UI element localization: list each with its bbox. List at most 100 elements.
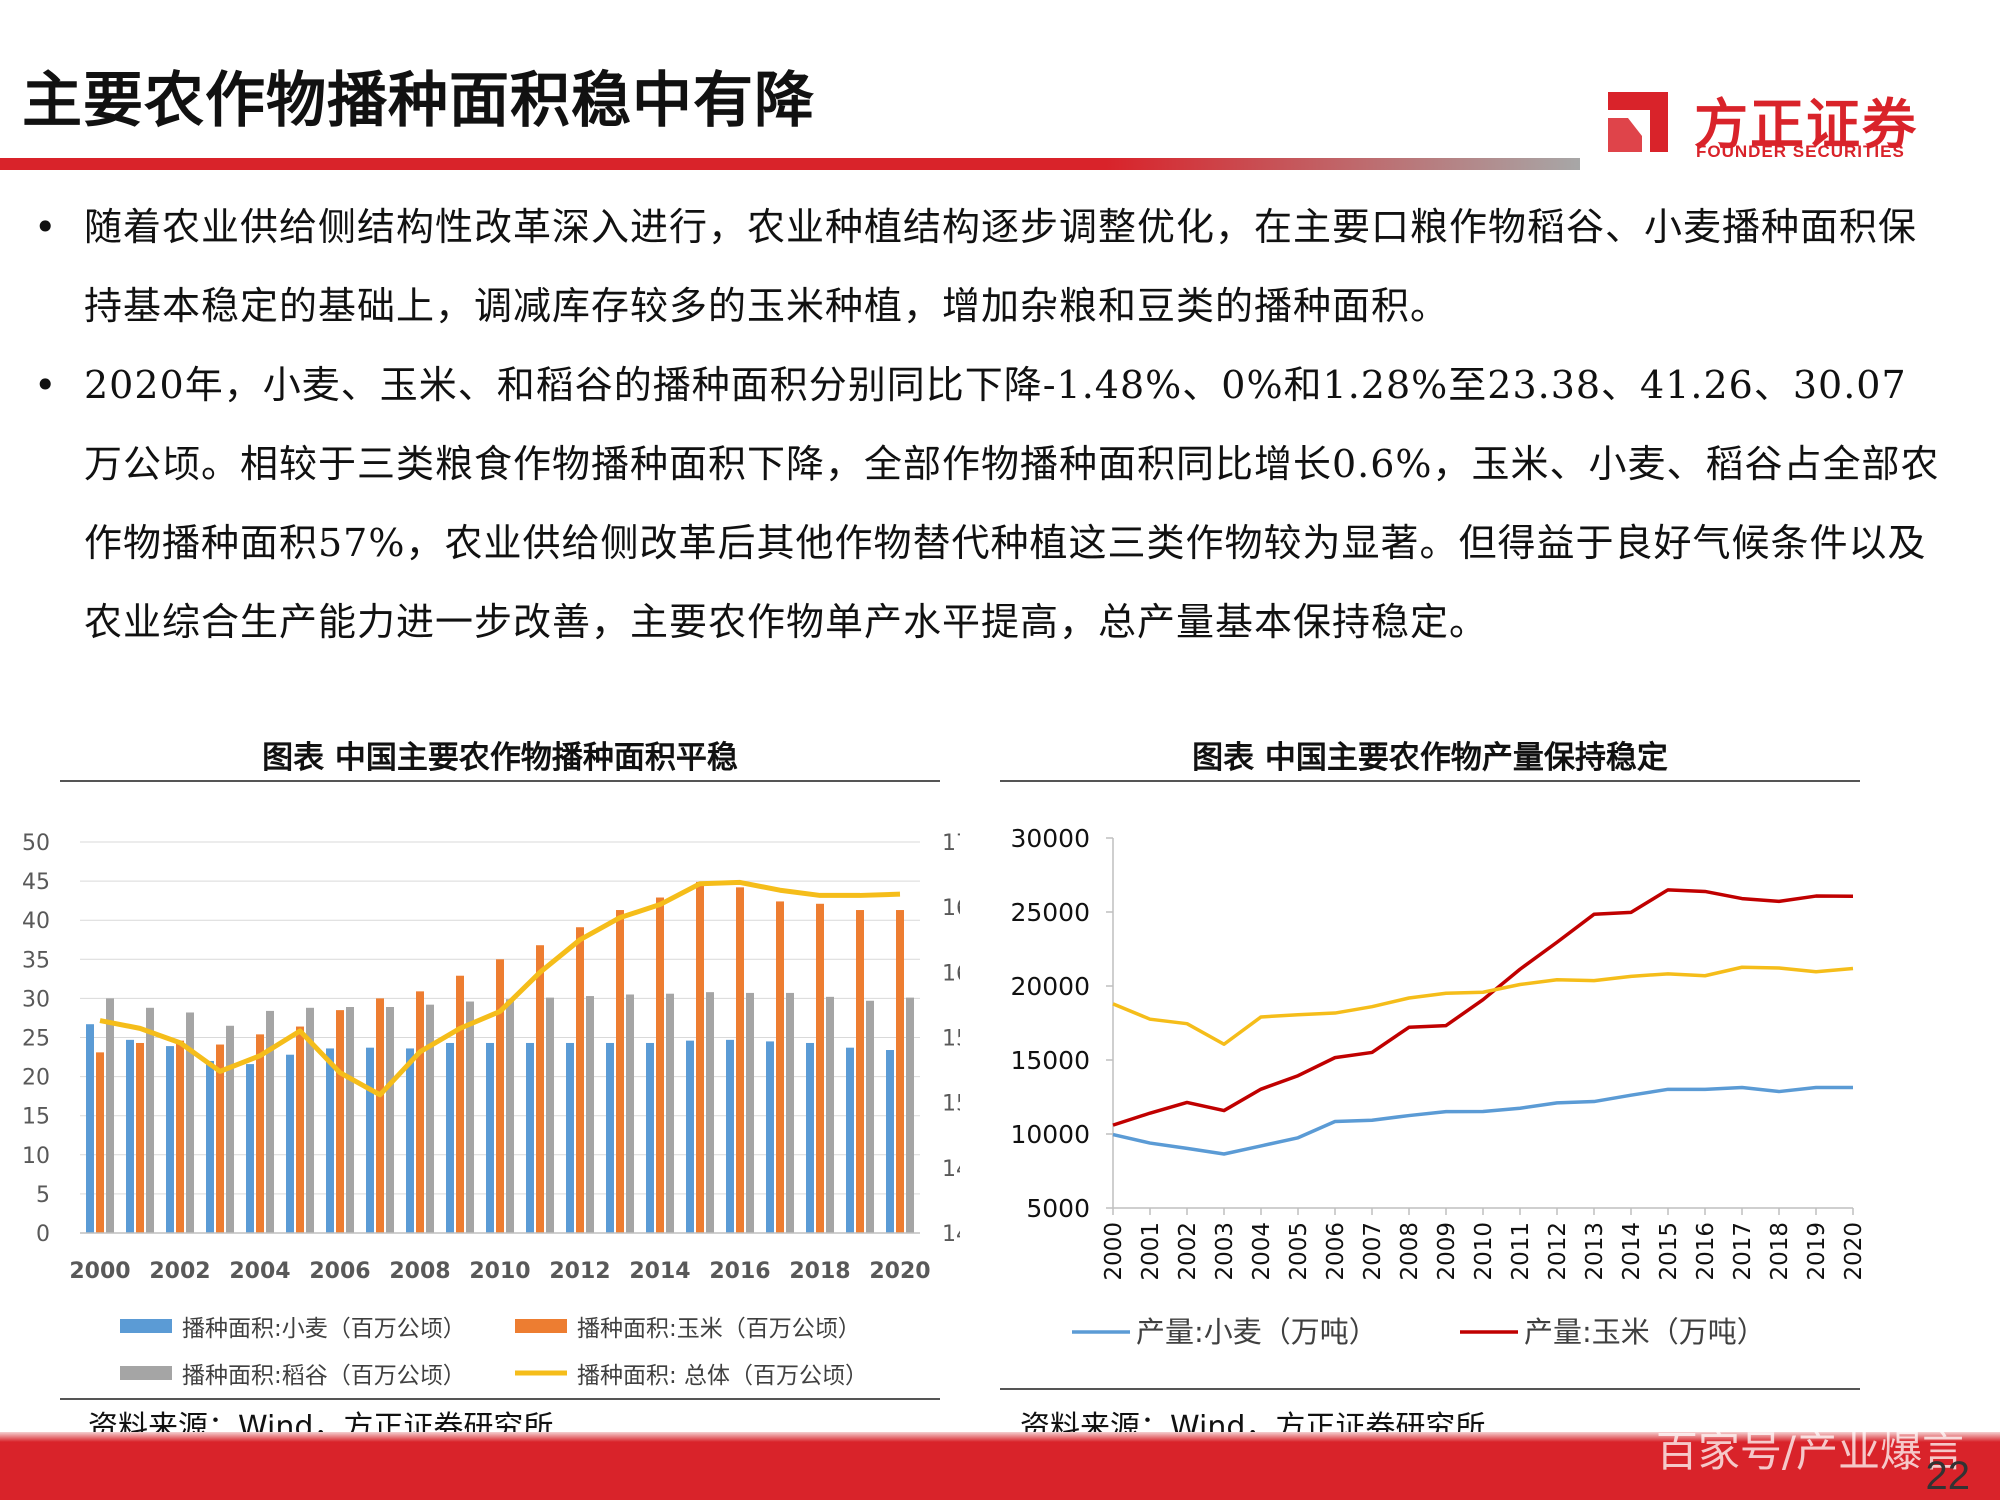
bar-rice: [546, 997, 554, 1233]
series-line-corn: [1112, 888, 1854, 1127]
bar-rice: [586, 996, 594, 1233]
bar-rice: [346, 1007, 354, 1233]
bar-rice: [666, 993, 674, 1233]
bar-rice: [386, 1007, 394, 1233]
bar-rice: [426, 1004, 434, 1233]
bar-wheat: [206, 1060, 214, 1233]
y-tick-label: 0: [36, 1222, 50, 1247]
x-tick-label: 2004: [1249, 1222, 1275, 1281]
y2-tick-label: 150: [942, 1092, 960, 1117]
brand-logo: 方正证券 FOUNDER SECURITIES: [1598, 78, 1928, 168]
y-tick-label: 25: [22, 1027, 50, 1052]
founder-logo-icon: [1608, 92, 1668, 152]
y-tick-label: 15000: [1010, 1046, 1090, 1075]
x-tick-label: 2014: [1619, 1222, 1645, 1281]
bar-corn: [96, 1052, 104, 1233]
legend-label: 播种面积:稻谷（百万公顷）: [182, 1363, 466, 1389]
y-tick-label: 30000: [1010, 824, 1090, 853]
bullet-item: • 2020年，小麦、玉米、和稻谷的播种面积分别同比下降-1.48%、0%和1.…: [20, 346, 1940, 662]
legend-label: 播种面积:玉米（百万公顷）: [577, 1316, 861, 1342]
bar-rice: [506, 999, 514, 1233]
title-divider: [0, 158, 1580, 170]
x-tick-label: 2000: [1101, 1222, 1127, 1281]
x-tick-label: 2016: [1693, 1222, 1719, 1281]
legend-swatch: [515, 1319, 567, 1333]
bar-rice: [266, 1010, 274, 1233]
page-number: 22: [1925, 1454, 1971, 1498]
bar-wheat: [606, 1042, 614, 1233]
bar-wheat: [726, 1039, 734, 1233]
bar-corn: [736, 887, 744, 1233]
series-line-total: [99, 879, 901, 1098]
bullet-list: • 随着农业供给侧结构性改革深入进行，农业种植结构逐步调整优化，在主要口粮作物稻…: [20, 188, 1940, 662]
bar-rice: [746, 992, 754, 1233]
bar-corn: [696, 881, 704, 1233]
x-tick-label: 2012: [549, 1259, 610, 1284]
bar-corn: [856, 910, 864, 1233]
x-tick-label: 2006: [1323, 1222, 1349, 1281]
x-tick-label: 2020: [869, 1259, 930, 1284]
bullet-text: 随着农业供给侧结构性改革深入进行，农业种植结构逐步调整优化，在主要口粮作物稻谷、…: [84, 205, 1918, 328]
bar-rice: [106, 998, 114, 1233]
production-line-chart: 5000 10000 15000 20000 25000 30000 2000 2001 200…: [1010, 824, 1867, 1349]
bar-corn: [816, 903, 824, 1233]
x-tick-label: 2002: [149, 1259, 210, 1284]
x-tick-label: 2017: [1730, 1222, 1756, 1281]
bar-wheat: [126, 1039, 134, 1233]
right-chart-title-rule: [1000, 780, 1860, 782]
bar-wheat: [766, 1041, 774, 1233]
y2-tick-label: 170: [942, 831, 960, 856]
bar-rice: [186, 1012, 194, 1233]
bar-wheat: [886, 1050, 894, 1233]
footer-bar: [0, 1442, 2000, 1500]
bar-rice: [626, 994, 634, 1233]
x-tick-label: 2012: [1545, 1222, 1571, 1281]
x-tick-label: 2009: [1434, 1222, 1460, 1281]
bar-corn: [416, 991, 424, 1233]
legend-label: 播种面积: 总体（百万公顷）: [577, 1363, 868, 1389]
right-chart-bottom-rule: [1000, 1388, 1860, 1390]
y2-tick-label: 160: [942, 961, 960, 986]
watermark: 百家号/产业爆言: [1655, 1427, 1964, 1476]
bar-wheat: [846, 1047, 854, 1233]
bar-corn: [296, 1026, 304, 1233]
bar-rice: [826, 996, 834, 1233]
bar-corn: [536, 945, 544, 1233]
bar-corn: [616, 910, 624, 1233]
page-title: 主要农作物播种面积稳中有降: [22, 66, 815, 136]
x-tick-label: 2003: [1212, 1222, 1238, 1281]
bar-wheat: [566, 1042, 574, 1233]
x-tick-label: 2008: [389, 1259, 450, 1284]
bar-rice: [226, 1025, 234, 1233]
x-tick-label: 2010: [469, 1259, 530, 1284]
left-chart-bottom-rule: [60, 1398, 940, 1400]
y-tick-label: 35: [22, 948, 50, 973]
bar-wheat: [806, 1042, 814, 1233]
bar-corn: [456, 975, 464, 1233]
bar-rice: [706, 992, 714, 1233]
legend-label: 产量:玉米（万吨）: [1524, 1315, 1766, 1349]
x-tick-label: 2018: [1767, 1222, 1793, 1281]
bar-corn: [376, 998, 384, 1233]
legend-swatch: [120, 1319, 172, 1333]
right-chart-title: 图表 中国主要农作物产量保持稳定: [1192, 740, 1668, 776]
bar-rice: [466, 1001, 474, 1233]
bar-wheat: [246, 1064, 254, 1233]
legend-label: 播种面积:小麦（百万公顷）: [182, 1316, 466, 1342]
y2-tick-label: 140: [942, 1222, 960, 1247]
bar-rice: [786, 992, 794, 1233]
y-tick-label: 10000: [1010, 1120, 1090, 1149]
area-bar-chart: 0 5 10 15 20 25 30 35 40 45 50 140 145 150 155 160 165 17…: [22, 831, 960, 1389]
x-tick-label: 2000: [69, 1259, 130, 1284]
series-line-third: [1112, 965, 1854, 1046]
legend-swatch: [120, 1366, 172, 1380]
bar-wheat: [326, 1048, 334, 1233]
x-tick-label: 2016: [709, 1259, 770, 1284]
bar-rice: [146, 1007, 154, 1233]
bar-corn: [496, 959, 504, 1233]
bar-corn: [136, 1042, 144, 1233]
x-tick-label: 2008: [1397, 1222, 1423, 1281]
bar-rice: [866, 1000, 874, 1233]
y2-tick-label: 155: [942, 1027, 960, 1052]
bar-rice: [306, 1007, 314, 1233]
